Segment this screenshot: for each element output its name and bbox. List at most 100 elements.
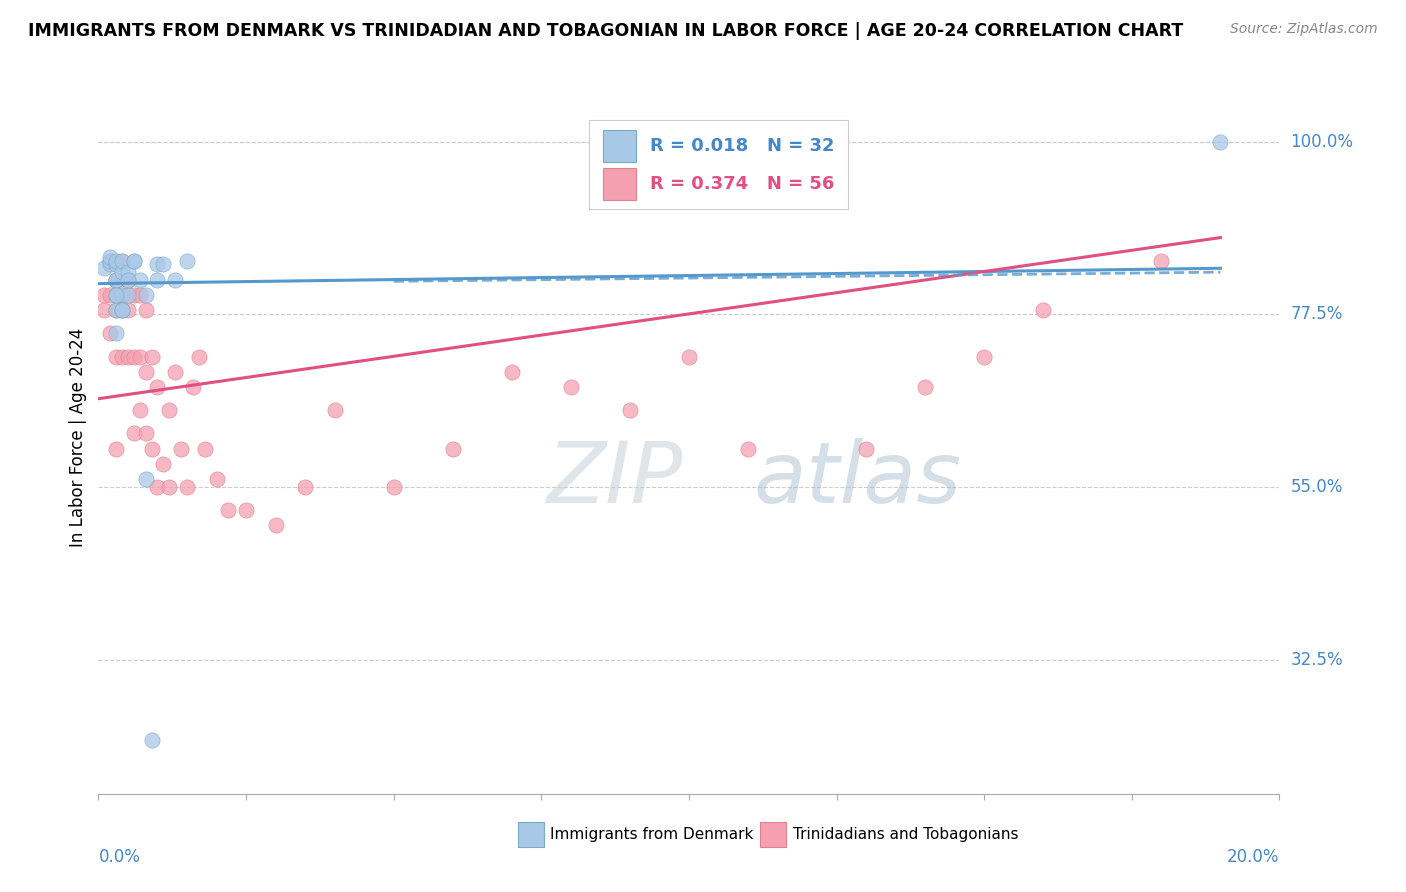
Point — [973, 350, 995, 364]
Point — [217, 503, 239, 517]
Bar — [759, 822, 786, 847]
Point — [117, 273, 139, 287]
Text: 55.0%: 55.0% — [1291, 478, 1343, 496]
Text: ZIP: ZIP — [547, 438, 683, 522]
Point — [146, 380, 169, 394]
Text: 32.5%: 32.5% — [1291, 650, 1343, 669]
Point — [1150, 253, 1173, 268]
Point — [176, 253, 198, 268]
Point — [93, 261, 115, 276]
Point — [914, 380, 936, 394]
Point — [128, 350, 150, 364]
Point — [105, 303, 128, 318]
Point — [111, 350, 134, 364]
Text: 20.0%: 20.0% — [1227, 847, 1279, 865]
Point — [135, 472, 157, 486]
Point — [98, 326, 121, 341]
Point — [117, 303, 139, 318]
Point — [294, 480, 316, 494]
Point — [111, 253, 134, 268]
Point — [323, 403, 346, 417]
Point — [111, 253, 134, 268]
Point — [122, 426, 145, 441]
Point — [146, 480, 169, 494]
Point — [157, 403, 180, 417]
Point — [678, 350, 700, 364]
Point — [117, 288, 139, 302]
Point — [176, 480, 198, 494]
Point — [105, 273, 128, 287]
Point — [111, 303, 134, 318]
Point — [264, 518, 287, 533]
Point — [1032, 303, 1054, 318]
Bar — [603, 168, 636, 200]
Point — [152, 257, 174, 271]
Point — [105, 303, 128, 318]
Point — [855, 442, 877, 456]
Point — [98, 253, 121, 268]
Text: 77.5%: 77.5% — [1291, 305, 1343, 323]
Point — [105, 288, 128, 302]
Text: R = 0.018   N = 32: R = 0.018 N = 32 — [650, 137, 835, 155]
Point — [105, 350, 128, 364]
Point — [141, 733, 163, 747]
Text: IMMIGRANTS FROM DENMARK VS TRINIDADIAN AND TOBAGONIAN IN LABOR FORCE | AGE 20-24: IMMIGRANTS FROM DENMARK VS TRINIDADIAN A… — [28, 22, 1184, 40]
Point — [560, 380, 582, 394]
Point — [135, 288, 157, 302]
Point — [93, 288, 115, 302]
Bar — [517, 822, 544, 847]
Text: R = 0.374   N = 56: R = 0.374 N = 56 — [650, 175, 834, 193]
Point — [122, 253, 145, 268]
Point — [105, 257, 128, 271]
Point — [135, 303, 157, 318]
Point — [135, 426, 157, 441]
Point — [128, 273, 150, 287]
Point — [181, 380, 204, 394]
Point — [93, 303, 115, 318]
Text: 0.0%: 0.0% — [98, 847, 141, 865]
Y-axis label: In Labor Force | Age 20-24: In Labor Force | Age 20-24 — [69, 327, 87, 547]
Text: atlas: atlas — [754, 438, 962, 522]
Point — [98, 250, 121, 264]
Point — [122, 253, 145, 268]
Point — [122, 350, 145, 364]
Point — [1209, 135, 1232, 149]
Point — [501, 365, 523, 379]
Point — [111, 303, 134, 318]
Point — [117, 265, 139, 279]
Point — [105, 273, 128, 287]
Point — [111, 288, 134, 302]
Point — [141, 350, 163, 364]
Point — [111, 303, 134, 318]
Bar — [603, 130, 636, 162]
Text: 100.0%: 100.0% — [1291, 133, 1354, 151]
Point — [382, 480, 405, 494]
Point — [165, 273, 187, 287]
Point — [619, 403, 641, 417]
Point — [235, 503, 257, 517]
Point — [105, 273, 128, 287]
Point — [117, 273, 139, 287]
Point — [441, 442, 464, 456]
Point — [105, 442, 128, 456]
Point — [146, 257, 169, 271]
Point — [152, 457, 174, 471]
Point — [146, 273, 169, 287]
Point — [105, 326, 128, 341]
Point — [135, 365, 157, 379]
Point — [141, 442, 163, 456]
Text: Immigrants from Denmark: Immigrants from Denmark — [550, 827, 754, 842]
Point — [737, 442, 759, 456]
Text: Trinidadians and Tobagonians: Trinidadians and Tobagonians — [793, 827, 1018, 842]
Point — [157, 480, 180, 494]
Point — [170, 442, 193, 456]
Point — [187, 350, 209, 364]
Point — [122, 288, 145, 302]
Point — [205, 472, 228, 486]
Text: Source: ZipAtlas.com: Source: ZipAtlas.com — [1230, 22, 1378, 37]
Point — [165, 365, 187, 379]
Point — [194, 442, 217, 456]
Point — [98, 288, 121, 302]
Point — [117, 350, 139, 364]
Point — [105, 288, 128, 302]
